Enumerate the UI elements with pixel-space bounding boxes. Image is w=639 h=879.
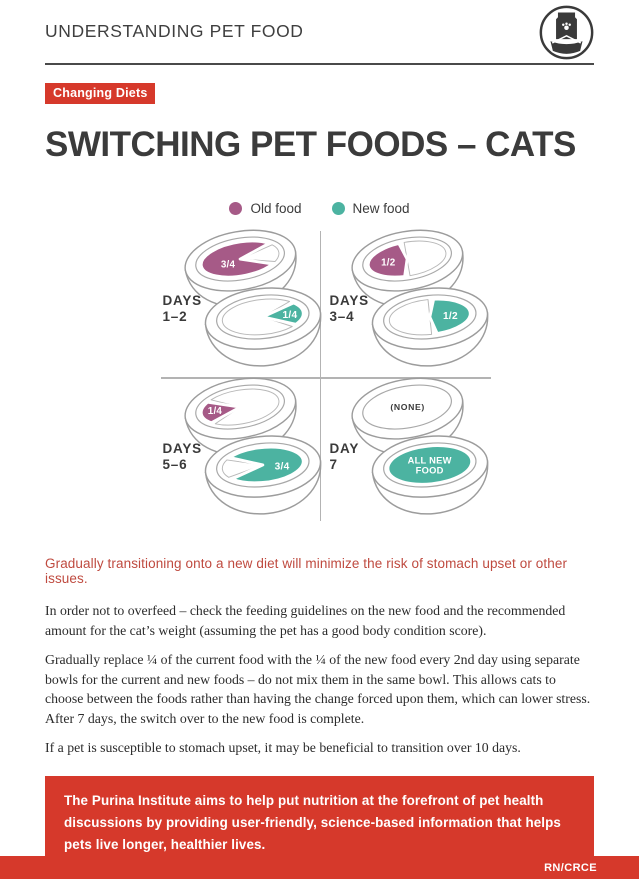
bottom-bar: RN/CRCE [0, 856, 639, 879]
paragraph-1: In order not to overfeed – check the fee… [45, 603, 566, 638]
pet-food-bag-bowl-icon [538, 4, 595, 61]
old-portion-label: 1/2 [381, 258, 396, 269]
new-portion-label: 3/4 [274, 461, 289, 472]
old-portion-label: 1/4 [207, 406, 222, 417]
paragraph-3: If a pet is susceptible to stomach upset… [45, 740, 521, 756]
day-label: DAYS 3–4 [329, 293, 369, 325]
new-portion-label: 1/4 [282, 310, 297, 321]
new-portion-label: ALL NEW FOOD [407, 455, 451, 475]
new-food-bowl: 3/4 [204, 435, 321, 515]
old-portion-label: (NONE) [390, 402, 425, 412]
day-label: DAY 7 [329, 441, 360, 473]
day-label: DAYS 1–2 [162, 293, 202, 325]
header: UNDERSTANDING PET FOOD [0, 0, 639, 61]
new-food-bowl: ALL NEW FOOD [371, 435, 488, 515]
old-portion-label: 3/4 [220, 260, 235, 271]
quadrant-days-3–4: 1/2 1/2 DAYS 3–4 [320, 229, 488, 377]
legend-old-label: Old food [250, 201, 302, 216]
old-food-dot-icon [229, 202, 243, 215]
vertical-divider [319, 231, 321, 521]
transition-diagram: 3/4 1/4 DAYS 1–2 1/2 1/2 DAYS 3–4 1/4 3/4 DAYS 5–6 (… [153, 229, 491, 525]
legend-item-new-food: New food [331, 201, 410, 216]
new-food-bowl: 1/4 [204, 287, 321, 367]
new-food-dot-icon [331, 202, 345, 215]
paragraph-2: Gradually replace ¼ of the current food … [45, 652, 591, 726]
new-portion-label: 1/2 [443, 311, 458, 322]
body-copy: In order not to overfeed – check the fee… [45, 601, 594, 758]
legend-new-label: New food [352, 201, 410, 216]
header-title: UNDERSTANDING PET FOOD [45, 21, 304, 41]
section-badge: Changing Diets [45, 83, 156, 104]
horizontal-divider [160, 377, 491, 379]
day-label: DAYS 5–6 [162, 441, 202, 473]
document-code: RN/CRCE [544, 861, 597, 874]
new-food-bowl: 1/2 [371, 287, 488, 367]
header-divider [45, 63, 594, 65]
purina-institute-banner: The Purina Institute aims to help put nu… [45, 776, 594, 871]
legend-item-old-food: Old food [229, 201, 302, 216]
quadrant-days-5–6: 1/4 3/4 DAYS 5–6 [153, 377, 321, 525]
quadrant-day-7: (NONE) ALL NEW FOOD DAY 7 [320, 377, 488, 525]
lead-text: Gradually transitioning onto a new diet … [45, 556, 568, 586]
page-title: SWITCHING PET FOODS – CATS [45, 125, 576, 164]
quadrant-days-1–2: 3/4 1/4 DAYS 1–2 [153, 229, 321, 377]
legend: Old food New food [0, 201, 639, 216]
old-food-bowl: 3/4 [183, 229, 297, 308]
